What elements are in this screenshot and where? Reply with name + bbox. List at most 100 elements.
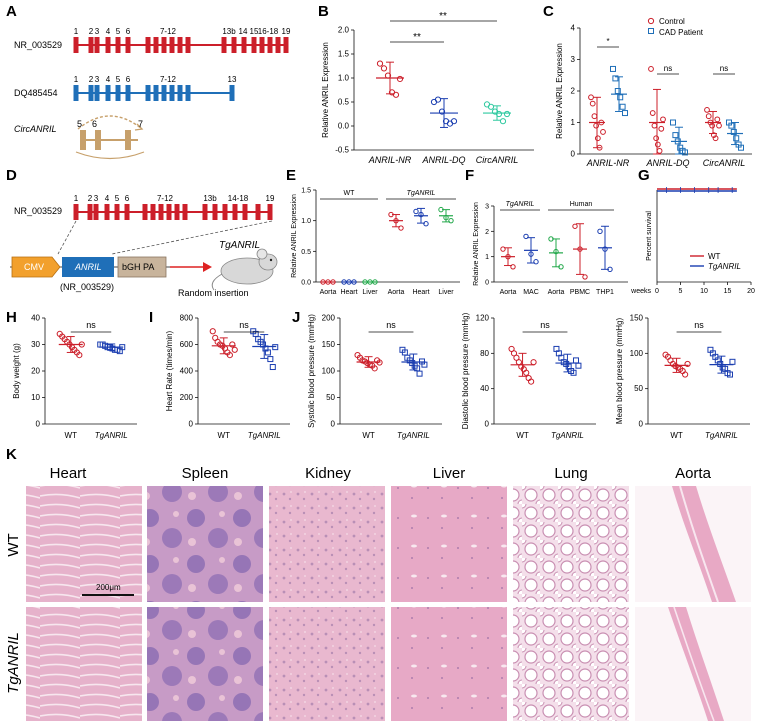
exon-block <box>115 85 121 101</box>
data-point <box>593 122 600 129</box>
chart-j1: 0 50 100 150 200 Systolic blood pressure (mmH… <box>307 314 442 440</box>
tissue-title: Spleen <box>182 465 229 482</box>
y-axis-label: Diastolic blood pressure (mmHg) <box>461 312 470 429</box>
sig-label: ns <box>386 320 396 330</box>
data-point <box>423 221 429 227</box>
y-tick-label: 2.0 <box>338 26 350 35</box>
y-axis-label: Relative ANRIL Expression <box>555 43 564 139</box>
data-point <box>610 65 616 72</box>
cmv-promoter <box>11 256 61 278</box>
cmv-label: CMV <box>24 262 44 272</box>
exon-block <box>125 85 131 101</box>
data-point <box>582 274 588 280</box>
data-point <box>622 110 628 117</box>
y-tick-label: 200 <box>180 393 194 402</box>
data-point <box>523 233 529 240</box>
histology-kidney-tg <box>269 607 385 721</box>
exon-label: 1 <box>74 194 79 203</box>
x-tick-label: ANRIL-DQ <box>645 158 689 168</box>
data-point <box>649 110 656 116</box>
mouse-icon <box>211 248 278 291</box>
y-tick-label: 4 <box>571 24 576 33</box>
x-tick-label: TgANRIL <box>551 431 584 440</box>
chart-j2: 0 40 80 120 Diastolic blood pressure (mmHg) W… <box>461 312 596 440</box>
arrow-icon <box>203 262 212 272</box>
y-axis-label: Body weight (g) <box>12 343 21 399</box>
transcript-name: CircANRIL <box>14 124 57 134</box>
exon-block <box>161 85 167 101</box>
exon-block <box>267 37 273 53</box>
exon-block <box>105 85 111 101</box>
x-tick-label: 0 <box>655 288 659 295</box>
x-tick-label: PBMC <box>570 289 590 296</box>
y-tick-label: 800 <box>180 314 194 323</box>
data-point <box>76 352 83 359</box>
data-point <box>575 362 582 369</box>
y-axis-label: Percent survival <box>646 211 653 261</box>
data-point <box>500 246 506 252</box>
legend-label: WT <box>708 252 721 261</box>
data-point <box>570 369 577 376</box>
y-tick-label: 0 <box>331 420 336 429</box>
data-point <box>682 371 689 378</box>
x-tick-label: Heart <box>340 289 357 296</box>
x-tick-label: TgANRIL <box>95 431 128 440</box>
data-point <box>434 96 442 103</box>
x-tick-label: CircANRIL <box>703 158 746 168</box>
exon-label: 14 <box>239 27 248 36</box>
exon-block <box>185 85 191 101</box>
y-tick-label: 0 <box>36 420 41 429</box>
transcript-name: NR_003529 <box>14 206 62 216</box>
data-point <box>714 116 721 123</box>
sig-label: ns <box>720 64 728 73</box>
exon-block <box>177 85 183 101</box>
anril-cassette <box>62 257 114 277</box>
group-label: WT <box>344 190 356 197</box>
x-tick-label: TgANRIL <box>705 431 738 440</box>
data-point <box>231 346 238 353</box>
data-point <box>600 129 606 135</box>
data-point <box>738 144 744 151</box>
exon-block <box>202 204 208 220</box>
data-point <box>398 225 404 231</box>
histology-heart-wt <box>26 486 142 602</box>
data-point <box>450 118 458 125</box>
data-point <box>510 264 516 270</box>
data-point <box>729 358 736 365</box>
y-axis-label: Relative ANRIL Expression <box>321 42 330 138</box>
circ-exon <box>95 130 101 150</box>
data-point <box>413 208 419 215</box>
x-tick-label: 10 <box>700 288 708 295</box>
row-label: TgANRIL <box>5 632 22 694</box>
exon-block <box>174 204 180 220</box>
y-tick-label: 2 <box>571 87 576 96</box>
exon-block <box>283 37 289 53</box>
histology-heart-tg <box>26 607 142 721</box>
tissue-title: Kidney <box>305 465 351 482</box>
data-point <box>588 94 594 101</box>
data-point <box>617 94 624 101</box>
x-tick-label: WT <box>362 431 375 440</box>
y-tick-label: 2 <box>485 229 489 236</box>
exon-block <box>169 85 175 101</box>
anril-label: ANRIL <box>74 262 102 272</box>
data-point <box>264 349 271 356</box>
y-tick-label: 40 <box>31 314 40 323</box>
exon-block <box>259 37 265 53</box>
insertion-label: Random insertion <box>178 288 249 298</box>
transcript-d-track: 1 2 3 4 5 6 7-12 13b 14-18 19 <box>73 194 275 220</box>
chart-c: 0 1 2 3 4 Relative ANRIL Expression ANRIL-NR AN… <box>555 17 752 168</box>
x-tick-label: CircANRIL <box>476 155 519 165</box>
data-point <box>371 365 378 372</box>
y-tick-label: 1.5 <box>338 50 350 59</box>
exon-label: 6 <box>126 75 131 84</box>
exon-block <box>88 37 94 53</box>
exon-block <box>242 204 248 220</box>
exon-block <box>275 37 281 53</box>
group-label: Human <box>570 201 593 208</box>
chart-j3: 0 50 100 150 Mean blood pressure (mmHg) WT TgA… <box>615 314 750 440</box>
data-point <box>376 60 384 67</box>
data-point <box>672 132 679 139</box>
